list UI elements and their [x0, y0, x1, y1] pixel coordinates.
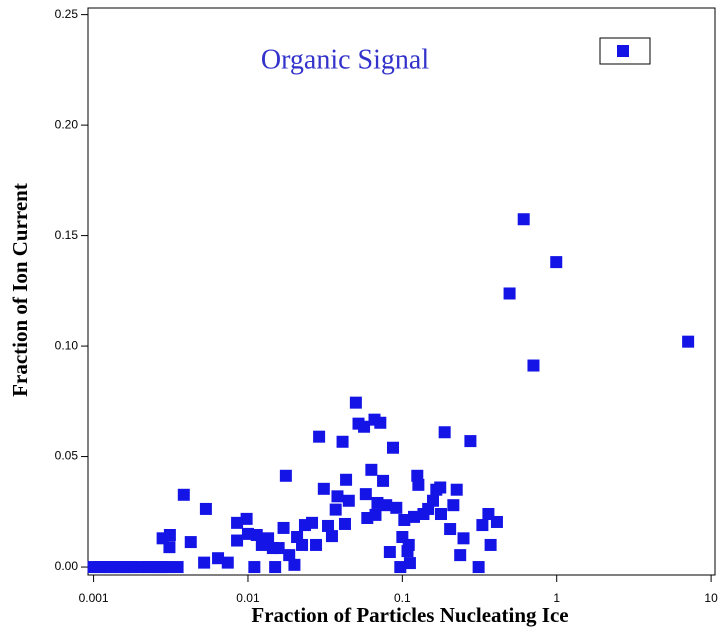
point [682, 335, 695, 348]
point [126, 561, 139, 574]
point [472, 561, 485, 574]
point [484, 538, 497, 551]
point [517, 213, 530, 226]
point [369, 508, 382, 521]
point [317, 482, 330, 495]
point [394, 561, 407, 574]
point [262, 532, 275, 545]
point [402, 538, 415, 551]
point [359, 488, 372, 501]
point [403, 557, 416, 570]
point [198, 556, 211, 569]
x-tick-label: 0.01 [236, 591, 260, 605]
point [398, 513, 411, 526]
point [447, 499, 460, 512]
point [349, 396, 362, 409]
point [277, 521, 290, 534]
y-tick-label: 0.25 [55, 7, 79, 21]
point [231, 516, 244, 529]
point [177, 488, 190, 501]
point [212, 552, 225, 565]
point [383, 546, 396, 559]
point [306, 516, 319, 529]
y-tick-label: 0.15 [55, 228, 79, 242]
point [161, 561, 174, 574]
point [450, 483, 463, 496]
chart-title: Organic Signal [261, 44, 429, 75]
point [283, 549, 296, 562]
point [322, 519, 335, 532]
point [454, 549, 467, 562]
legend-marker [617, 45, 629, 57]
point [331, 490, 344, 503]
plot-frame [87, 7, 716, 576]
point [412, 478, 425, 491]
y-tick-label: 0.05 [55, 449, 79, 463]
y-tick-label: 0.10 [55, 338, 79, 352]
x-axis-label: Fraction of Particles Nucleating Ice [251, 603, 568, 627]
point [365, 463, 378, 476]
point [408, 510, 421, 523]
point [342, 494, 355, 507]
point [248, 561, 261, 574]
point [221, 556, 234, 569]
point [310, 538, 323, 551]
point [340, 473, 353, 486]
point [163, 529, 176, 542]
point [163, 541, 176, 554]
point [387, 441, 400, 454]
point [427, 494, 440, 507]
point [444, 523, 457, 536]
point [476, 519, 489, 532]
point [288, 558, 301, 571]
point [358, 420, 371, 433]
point [325, 530, 338, 543]
point [255, 538, 268, 551]
point [329, 503, 342, 516]
x-tick-label: 0.001 [79, 591, 109, 605]
point [338, 517, 351, 530]
x-tick-label: 0.1 [394, 591, 411, 605]
point [231, 534, 244, 547]
y-tick-label: 0.00 [55, 559, 79, 573]
point [435, 508, 448, 521]
point [457, 532, 470, 545]
point [272, 542, 285, 555]
point [377, 474, 390, 487]
point [199, 502, 212, 515]
y-tick-label: 0.20 [55, 117, 79, 131]
point [336, 435, 349, 448]
point [269, 561, 282, 574]
point [184, 536, 197, 549]
point [527, 359, 540, 372]
x-tick-label: 1 [553, 591, 560, 605]
point [374, 416, 387, 429]
point [434, 481, 447, 494]
point [171, 561, 184, 574]
point [503, 287, 516, 300]
x-tick-label: 10 [704, 591, 718, 605]
point [464, 435, 477, 448]
point [279, 469, 292, 482]
y-axis-label: Fraction of Ion Current [8, 183, 32, 397]
point [380, 499, 393, 512]
point [313, 430, 326, 443]
point [411, 469, 424, 482]
point [550, 256, 563, 269]
point [296, 538, 309, 551]
point [390, 501, 403, 514]
point [438, 426, 451, 439]
point [250, 529, 263, 542]
point [240, 512, 253, 525]
point [490, 515, 503, 528]
